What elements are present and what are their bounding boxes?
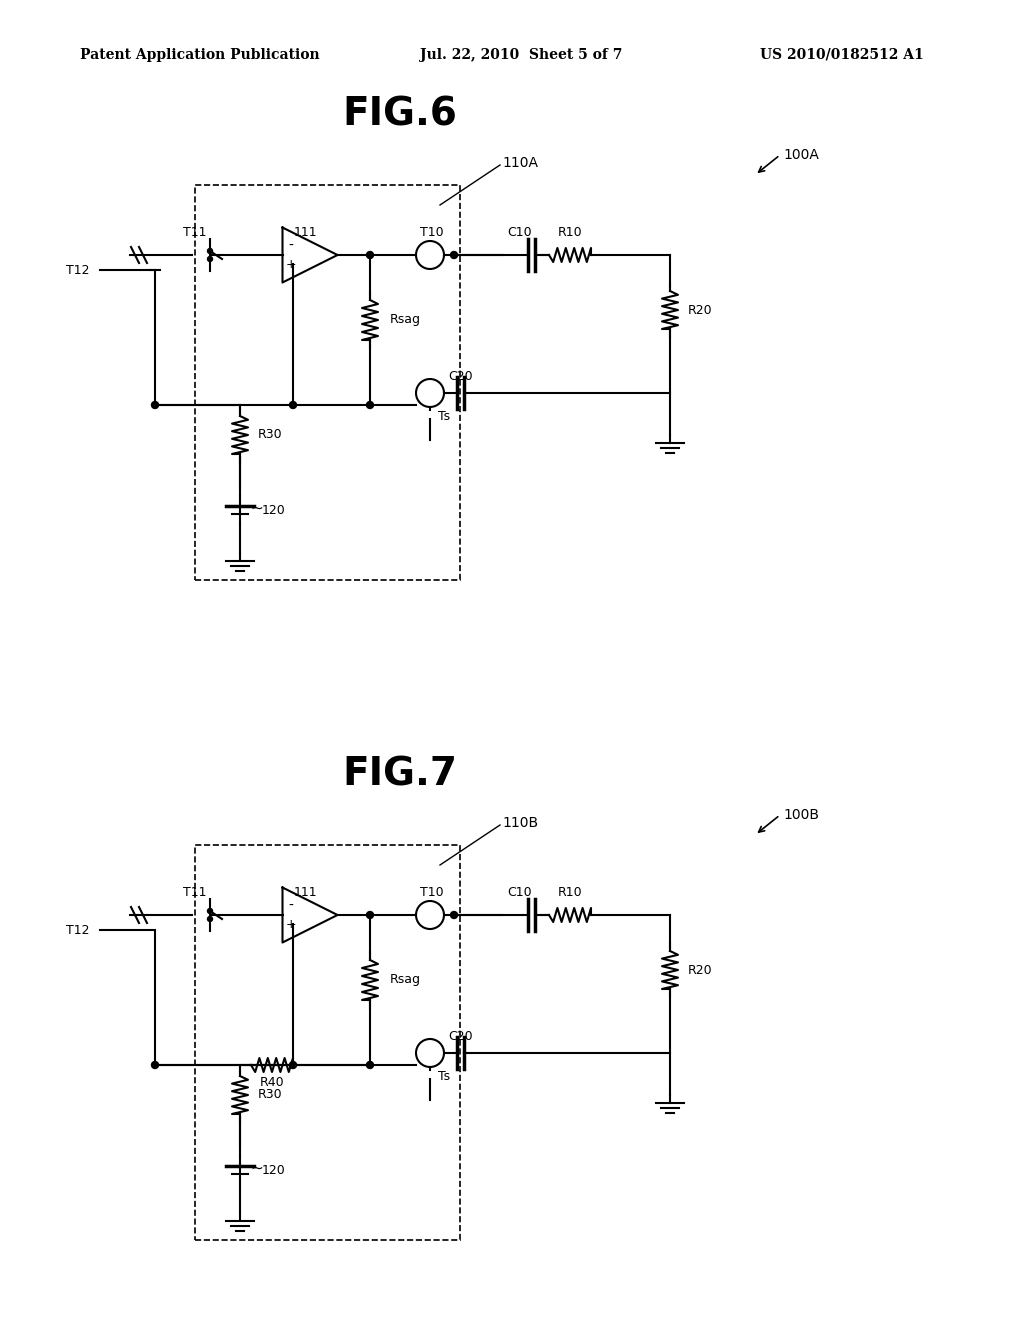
Text: 120: 120	[262, 503, 286, 516]
Text: T11: T11	[183, 227, 207, 239]
Text: T12: T12	[67, 924, 90, 936]
Text: 110B: 110B	[502, 816, 539, 830]
Text: FIG.7: FIG.7	[342, 756, 458, 795]
Text: ~: ~	[250, 1160, 263, 1176]
Text: R10: R10	[558, 887, 583, 899]
Text: R40: R40	[260, 1077, 285, 1089]
Text: 100A: 100A	[783, 148, 819, 162]
Text: Ts: Ts	[438, 411, 451, 424]
Text: R30: R30	[258, 429, 283, 441]
Circle shape	[208, 248, 213, 253]
Circle shape	[208, 256, 213, 261]
Text: Patent Application Publication: Patent Application Publication	[80, 48, 319, 62]
Text: +: +	[286, 917, 296, 931]
Circle shape	[290, 401, 297, 408]
Circle shape	[451, 252, 458, 259]
Circle shape	[367, 252, 374, 259]
Text: Jul. 22, 2010  Sheet 5 of 7: Jul. 22, 2010 Sheet 5 of 7	[420, 48, 623, 62]
Text: R20: R20	[688, 964, 713, 977]
Circle shape	[208, 916, 213, 921]
Text: Rsag: Rsag	[390, 314, 421, 326]
Text: ~: ~	[250, 500, 263, 516]
Circle shape	[152, 1061, 159, 1068]
Text: +: +	[286, 257, 296, 271]
Circle shape	[367, 1061, 374, 1068]
Circle shape	[451, 912, 458, 919]
Bar	[195, 845, 460, 1239]
Text: 110A: 110A	[502, 156, 538, 170]
Text: T10: T10	[420, 887, 443, 899]
Circle shape	[367, 401, 374, 408]
Text: R10: R10	[558, 227, 583, 239]
Text: US 2010/0182512 A1: US 2010/0182512 A1	[760, 48, 924, 62]
Text: R30: R30	[258, 1089, 283, 1101]
Text: 100B: 100B	[783, 808, 819, 822]
Circle shape	[290, 1061, 297, 1068]
Text: 111: 111	[293, 887, 316, 899]
Text: -: -	[288, 899, 293, 913]
Text: T11: T11	[183, 887, 207, 899]
Text: C20: C20	[449, 371, 473, 384]
Text: -: -	[288, 239, 293, 253]
Circle shape	[152, 401, 159, 408]
Text: 120: 120	[262, 1163, 286, 1176]
Text: R20: R20	[688, 304, 713, 317]
Text: FIG.6: FIG.6	[343, 96, 458, 135]
Bar	[195, 185, 460, 579]
Text: T12: T12	[67, 264, 90, 276]
Text: C10: C10	[508, 887, 532, 899]
Text: C10: C10	[508, 227, 532, 239]
Circle shape	[208, 908, 213, 913]
Text: Ts: Ts	[438, 1071, 451, 1084]
Text: Rsag: Rsag	[390, 974, 421, 986]
Text: 111: 111	[293, 227, 316, 239]
Circle shape	[367, 912, 374, 919]
Text: C20: C20	[449, 1031, 473, 1044]
Text: T10: T10	[420, 227, 443, 239]
